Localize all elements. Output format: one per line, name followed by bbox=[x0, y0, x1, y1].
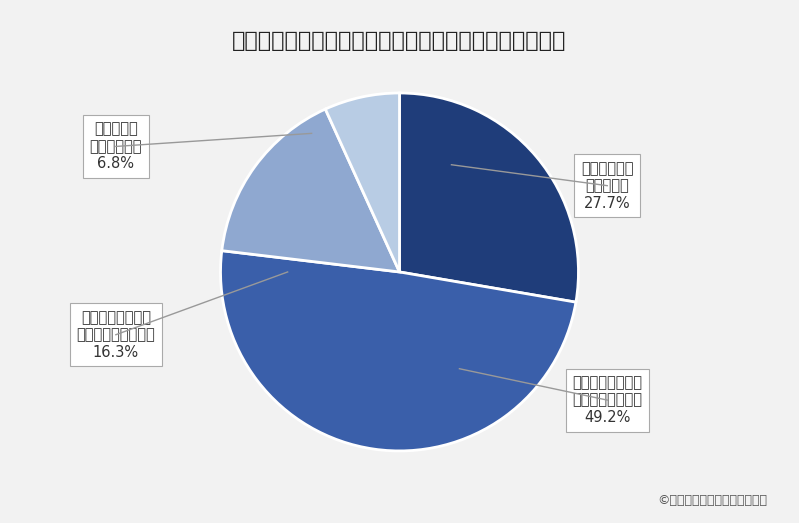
Text: 非常に不安を
感じている
27.7%: 非常に不安を 感じている 27.7% bbox=[581, 161, 634, 211]
Wedge shape bbox=[325, 93, 400, 272]
Text: ©ヒューマンホールディングス: ©ヒューマンホールディングス bbox=[657, 494, 767, 507]
Wedge shape bbox=[221, 251, 576, 451]
Text: 自身の将来に対して、どのくらい不安を感じていますか: 自身の将来に対して、どのくらい不安を感じていますか bbox=[233, 31, 566, 51]
Text: 全く不安を
感じていない
6.8%: 全く不安を 感じていない 6.8% bbox=[89, 121, 142, 172]
Text: どちらかといえば
不安を感じていない
16.3%: どちらかといえば 不安を感じていない 16.3% bbox=[77, 310, 155, 360]
Wedge shape bbox=[222, 109, 400, 272]
Wedge shape bbox=[400, 93, 578, 302]
Text: どちらかといえば
不安を感じている
49.2%: どちらかといえば 不安を感じている 49.2% bbox=[572, 375, 642, 425]
